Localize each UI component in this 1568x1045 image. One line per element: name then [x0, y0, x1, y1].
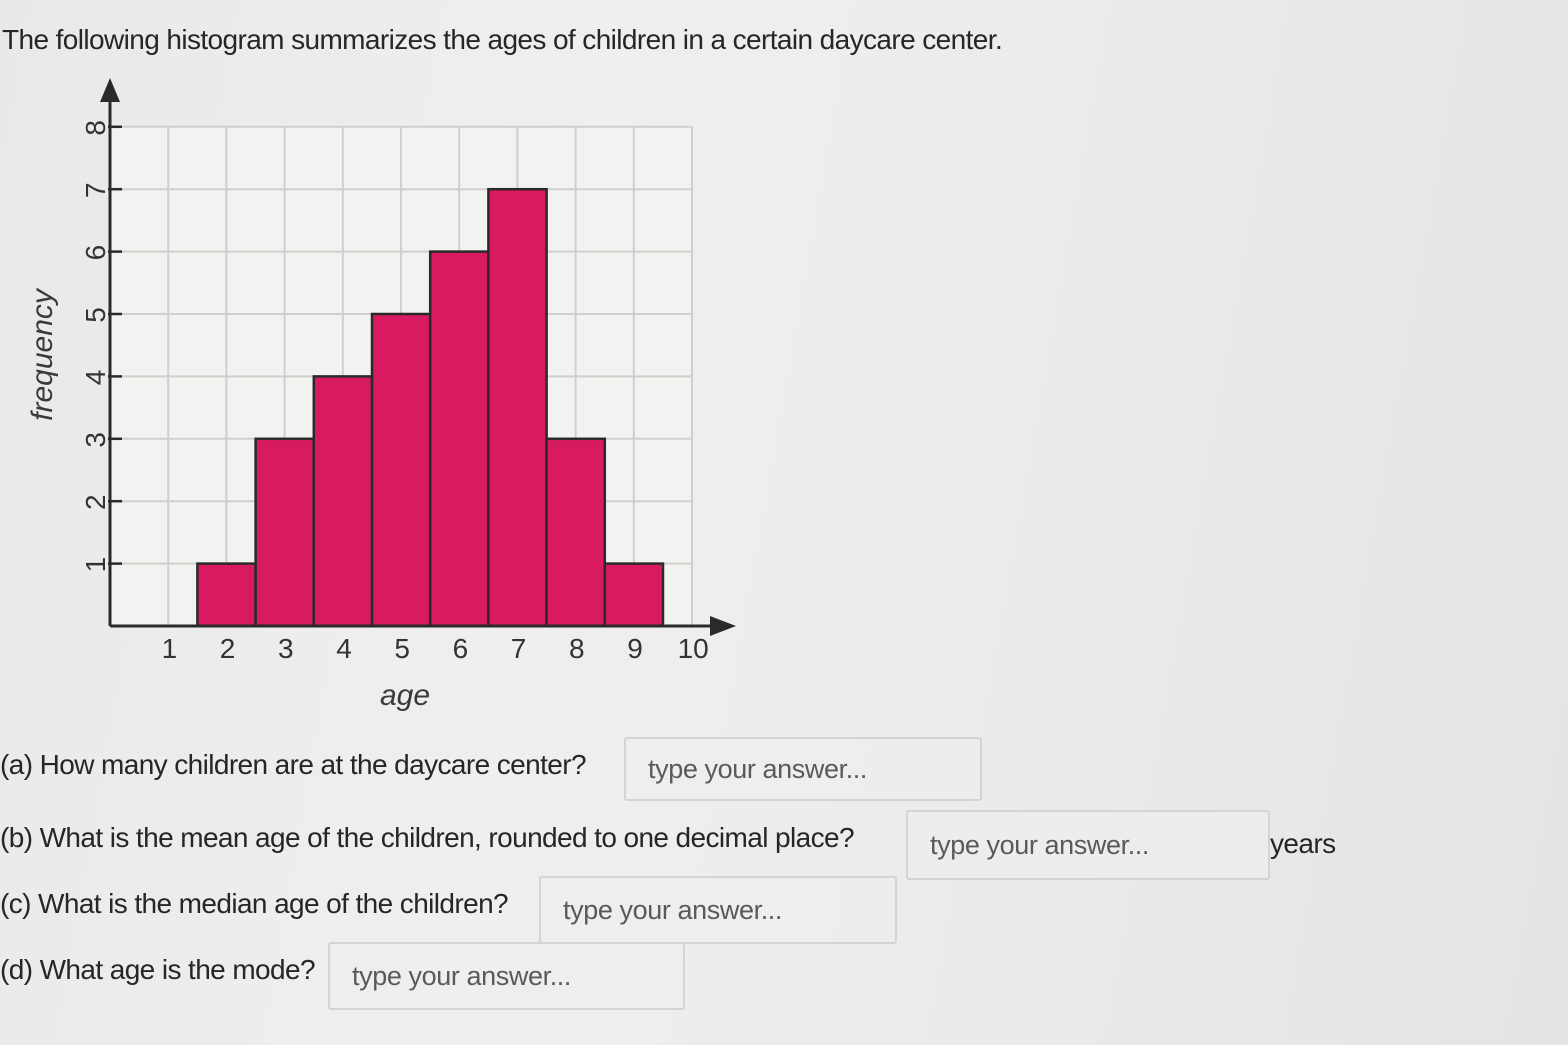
histogram-bar: [254, 437, 316, 628]
question-b-answer-input[interactable]: [906, 810, 1270, 880]
chart-axes: [100, 78, 736, 636]
y-tick-label: 8: [80, 120, 111, 136]
question-a-label: (a) How many children are at the daycare…: [0, 749, 587, 780]
question-b-label: (b) What is the mean age of the children…: [0, 822, 855, 853]
y-tick-label: 4: [80, 370, 111, 386]
y-tick-label: 2: [80, 494, 111, 510]
x-tick-label: 9: [627, 633, 643, 664]
histogram-bar: [370, 312, 432, 628]
x-tick-label: 3: [278, 633, 294, 664]
question-b-unit: years: [1270, 828, 1336, 859]
x-tick-label: 5: [394, 633, 410, 664]
question-prompt: The following histogram summarizes the a…: [2, 24, 1003, 55]
x-tick-label: 1: [162, 633, 178, 664]
age-histogram: 1 2 3 4 5 6 7 8 1 2 3 4 5 6 7 8 9 10 age frequency: [26, 78, 736, 712]
x-tick-label: 2: [220, 633, 236, 664]
x-tick-labels: 1 2 3 4 5 6 7 8 9 10: [162, 633, 709, 664]
x-tick-label: 7: [511, 633, 527, 664]
question-c-answer-input[interactable]: [539, 876, 897, 944]
histogram-bar: [545, 437, 607, 628]
y-tick-label: 3: [80, 432, 111, 448]
question-a-answer-input[interactable]: [624, 737, 982, 801]
question-d-answer-input[interactable]: [328, 942, 685, 1010]
x-tick-label: 8: [569, 633, 585, 664]
histogram-bar: [312, 375, 374, 628]
y-tick-label: 5: [80, 307, 111, 323]
histogram-bar: [428, 250, 490, 628]
y-axis-label: frequency: [26, 287, 59, 421]
x-tick-label: 10: [678, 633, 709, 664]
y-tick-label: 1: [80, 557, 111, 573]
y-tick-label: 7: [80, 182, 111, 198]
x-tick-label: 6: [453, 633, 469, 664]
y-tick-label: 6: [80, 245, 111, 261]
question-c-label: (c) What is the median age of the childr…: [0, 888, 509, 919]
x-axis-arrow: [710, 616, 736, 636]
x-axis-label: age: [380, 679, 430, 712]
question-d-label: (d) What age is the mode?: [0, 954, 316, 985]
histogram-bar: [487, 187, 548, 628]
histogram-bar: [196, 562, 257, 628]
chart-bars: [196, 187, 665, 628]
y-axis-arrow: [100, 78, 120, 102]
y-tick-labels: 1 2 3 4 5 6 7 8: [80, 120, 111, 572]
histogram-bar: [603, 562, 665, 628]
x-tick-label: 4: [336, 633, 352, 664]
